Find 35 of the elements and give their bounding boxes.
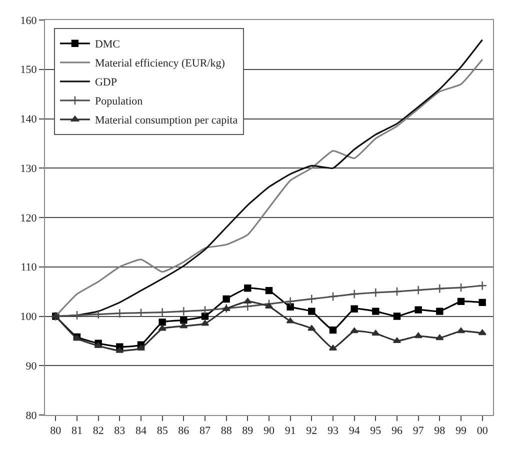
x-tick-label: 97 — [412, 425, 424, 438]
y-tick-label: 120 — [20, 212, 38, 224]
y-tick-label: 110 — [20, 262, 38, 274]
y-tick-label: 150 — [20, 64, 38, 76]
legend-label: Population — [94, 96, 144, 108]
x-tick-label: 83 — [114, 425, 126, 438]
legend-label: GDP — [94, 76, 117, 89]
legend-label: Material consumption per capita — [94, 114, 238, 127]
x-tick-label: 96 — [392, 425, 403, 438]
x-tick-label: 80 — [50, 425, 62, 438]
x-tick-label: 98 — [434, 425, 446, 438]
x-tick-label: 86 — [178, 425, 190, 438]
x-tick-label: 99 — [456, 425, 467, 438]
x-tick-label: 94 — [348, 425, 360, 438]
x-tick-label: 92 — [306, 425, 318, 438]
y-tick-label: 90 — [26, 360, 38, 372]
y-tick-label: 130 — [20, 162, 38, 175]
y-tick-label: 100 — [20, 311, 38, 324]
x-tick-label: 84 — [136, 425, 147, 438]
x-tick-label: 93 — [328, 425, 339, 438]
x-tick-label: 82 — [92, 425, 104, 438]
x-tick-label: 89 — [242, 425, 254, 438]
y-tick-label: 160 — [20, 14, 38, 27]
x-tick-label: 87 — [200, 425, 211, 438]
x-tick-label: 91 — [284, 425, 296, 438]
x-tick-label: 81 — [72, 425, 82, 438]
legend-label: DMC — [94, 38, 120, 51]
x-tick-label: 85 — [156, 425, 168, 438]
y-tick-label: 140 — [20, 114, 38, 126]
x-tick-label: 00 — [476, 425, 488, 438]
x-tick-label: 95 — [370, 425, 382, 438]
x-tick-label: 90 — [264, 425, 275, 438]
y-tick-label: 80 — [26, 410, 38, 422]
legend-label: Material efficiency (EUR/kg) — [94, 58, 226, 70]
x-tick-label: 88 — [220, 425, 232, 438]
